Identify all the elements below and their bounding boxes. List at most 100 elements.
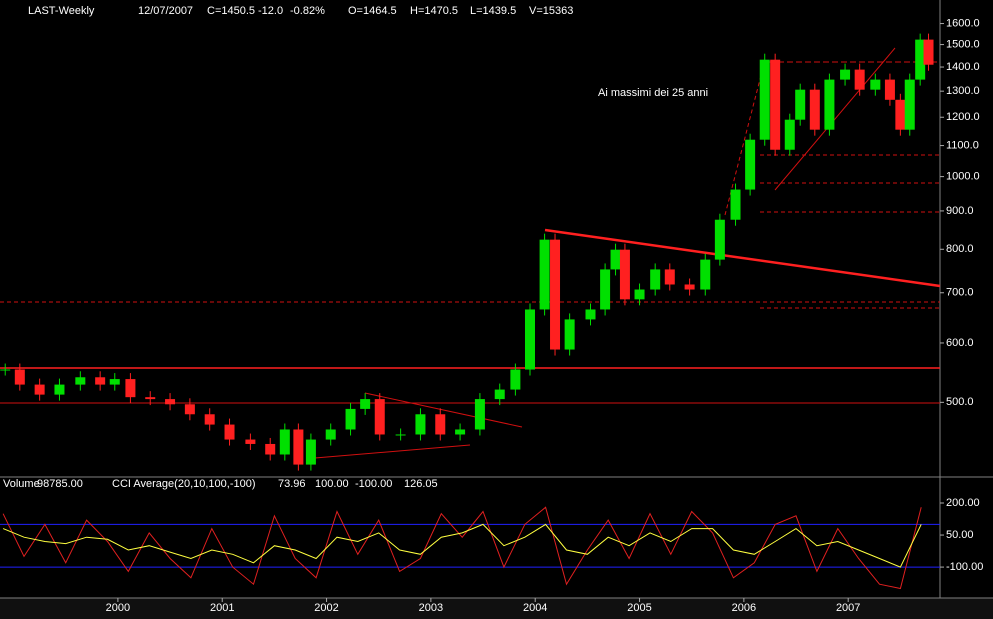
y-tick-label: 1500.0 (946, 38, 980, 50)
x-tick-label: 2004 (523, 602, 547, 614)
header-text: 12/07/2007 (138, 5, 193, 17)
candle (510, 369, 521, 390)
candle (204, 414, 215, 425)
candle (784, 119, 795, 150)
candle (395, 434, 406, 436)
candle (524, 309, 535, 370)
candle (684, 284, 695, 290)
y-tick-label: 700.0 (946, 287, 974, 299)
header-text: CCI Average(20,10,100,-100) (112, 478, 256, 490)
header-text: -0.82% (290, 5, 325, 17)
candle (14, 369, 25, 385)
y-tick-label: 900.0 (946, 205, 974, 217)
chart-title: LAST-Weekly (28, 5, 95, 17)
x-tick-label: 2003 (419, 602, 443, 614)
candle (854, 69, 865, 90)
candle (0, 369, 11, 371)
candle (265, 443, 276, 455)
header-text: C=1450.5 (207, 5, 255, 17)
header-text: Volume (3, 478, 40, 490)
candle (634, 289, 645, 300)
header-text: 98785.00 (37, 478, 83, 490)
candle (904, 79, 915, 130)
x-tick-label: 2001 (210, 602, 234, 614)
trend-line (314, 444, 471, 459)
candle (145, 397, 156, 400)
y-tick-label: 600.0 (946, 337, 974, 349)
candle (730, 189, 741, 220)
y-tick-label: 1200.0 (946, 111, 980, 123)
cci-line (2, 523, 922, 568)
candle (809, 89, 820, 130)
candle (585, 309, 596, 320)
candle (54, 384, 65, 395)
x-tick-label: 2002 (314, 602, 338, 614)
x-tick-label: 2007 (836, 602, 860, 614)
header-text: -100.00 (355, 478, 392, 490)
candle (305, 439, 316, 465)
y-tick-label: 1600.0 (946, 17, 980, 29)
header-text: H=1470.5 (410, 5, 458, 17)
candle (435, 414, 446, 435)
header-text: -12.0 (258, 5, 283, 17)
header-text: L=1439.5 (470, 5, 516, 17)
x-tick-label: 2005 (627, 602, 651, 614)
header-text: V=15363 (529, 5, 573, 17)
candle (539, 239, 550, 310)
candle (109, 379, 120, 385)
y-tick-label: 1400.0 (946, 61, 980, 73)
candle (245, 439, 256, 444)
candle (165, 399, 176, 405)
y-tick-label: 1000.0 (946, 171, 980, 183)
candle (923, 39, 934, 65)
candle (293, 429, 304, 465)
candle (474, 399, 485, 430)
y-tick-label: 50.00 (946, 529, 974, 541)
candle (824, 79, 835, 130)
candle (664, 269, 675, 285)
candle (564, 319, 575, 350)
candle (840, 69, 851, 80)
candle (550, 239, 561, 350)
candle (610, 249, 621, 270)
annotation: Ai massimi dei 25 anni (598, 87, 708, 99)
candle (494, 389, 505, 400)
candle (360, 399, 371, 409)
candle (770, 59, 781, 150)
header-text: 100.00 (315, 478, 349, 490)
candle (619, 249, 630, 300)
y-tick-label: 500.0 (946, 396, 974, 408)
candle (184, 404, 195, 415)
candle (325, 429, 336, 440)
candle (415, 414, 426, 435)
trend-line (544, 228, 941, 288)
trend-line (774, 47, 896, 191)
y-tick-label: 1100.0 (946, 139, 979, 151)
candle (870, 79, 881, 90)
x-tick-label: 2006 (732, 602, 756, 614)
candle (714, 219, 725, 260)
y-tick-label: 800.0 (946, 243, 974, 255)
header-text: 73.96 (278, 478, 306, 490)
candle (374, 399, 385, 435)
cci-line (2, 506, 922, 590)
time-strip (0, 598, 993, 619)
candle (95, 377, 106, 385)
trend-line (724, 59, 766, 216)
candle (650, 269, 661, 290)
candle (700, 259, 711, 290)
candle (34, 384, 45, 395)
x-tick-label: 2000 (106, 602, 130, 614)
candle (895, 99, 906, 130)
candle (745, 139, 756, 190)
trend-line (364, 392, 523, 428)
candle (759, 59, 770, 140)
candle (75, 377, 86, 385)
y-tick-label: 200.00 (946, 497, 980, 509)
y-tick-label: 1300.0 (946, 85, 980, 97)
header-text: O=1464.5 (348, 5, 397, 17)
candle (345, 408, 356, 430)
